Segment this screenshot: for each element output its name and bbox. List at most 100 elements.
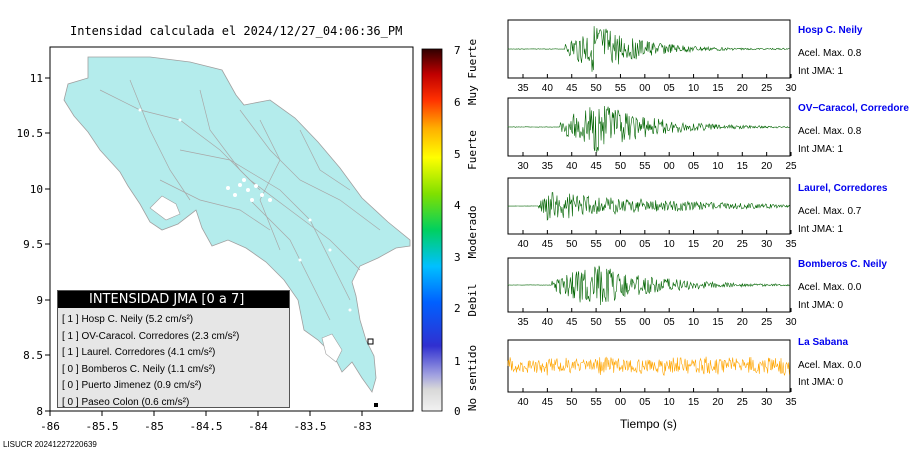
map-y-tick: 8.5 <box>23 349 43 362</box>
waveform-tick-label: 30 <box>761 397 773 408</box>
colorbar-categories: No sentido Debil Moderado Fuerte Muy Fue… <box>466 39 479 411</box>
legend-item: [ 0 ] Puerto Jimenez (0.9 cm/s²) <box>62 380 202 391</box>
map-x-tick: -84.5 <box>189 420 222 433</box>
waveform-tick-label: 05 <box>639 239 651 250</box>
colorbar-tick: 1 <box>454 355 461 368</box>
waveform-tick-label: 40 <box>542 83 554 94</box>
waveform-tick-label: 55 <box>591 397 603 408</box>
colorbar-tick: 4 <box>454 199 461 212</box>
map-x-tick: -86 <box>40 420 60 433</box>
waveform-tick-label: 55 <box>591 239 603 250</box>
waveform-tick-label: 00 <box>615 397 627 408</box>
waveform-tick-label: 55 <box>615 317 627 328</box>
colorbar-ticks: 0 1 2 3 4 5 6 7 <box>454 44 461 418</box>
gulf-shape <box>149 195 181 221</box>
map-y-tick: 10.5 <box>17 127 44 140</box>
waveform-tick-label: 20 <box>712 239 724 250</box>
intensity-legend: INTENSIDAD JMA [0 a 7] [ 1 ] Hosp C. Nei… <box>57 290 290 408</box>
waveform-tick-label: 15 <box>688 239 700 250</box>
station-name: La Sabana <box>798 337 849 348</box>
map-y-tick: 10 <box>30 183 43 196</box>
legend-item: [ 1 ] Hosp C. Neily (5.2 cm/s²) <box>62 314 194 325</box>
colorbar-tick: 3 <box>454 251 461 264</box>
waveform-tick-label: 25 <box>761 83 773 94</box>
map-y-tick: 9.5 <box>23 238 43 251</box>
map-x-tick: -84 <box>248 420 268 433</box>
waveform-tick-label: 35 <box>785 397 797 408</box>
colorbar-tick: 2 <box>454 302 461 315</box>
map-y-tick: 8 <box>36 405 43 418</box>
station-name: Laurel, Corredores <box>798 183 888 194</box>
station-marker <box>374 403 378 407</box>
waveform-tick-label: 05 <box>639 397 651 408</box>
station-acel: Acel. Max. 0.7 <box>798 206 862 217</box>
map-y-tick: 9 <box>36 294 43 307</box>
station-int: Int JMA: 1 <box>798 144 844 155</box>
time-axis-label: Tiempo (s) <box>620 417 677 431</box>
station-int: Int JMA: 1 <box>798 66 844 77</box>
waveform-tick-label: 20 <box>737 317 749 328</box>
map-x-tick: -85 <box>144 420 164 433</box>
station-int: Int JMA: 0 <box>798 377 844 388</box>
country-shape <box>63 56 411 393</box>
station-acel: Acel. Max. 0.0 <box>798 282 862 293</box>
waveform-tick-label: 10 <box>664 397 676 408</box>
waveform-tick-label: 40 <box>566 161 578 172</box>
waveform-tick-label: 00 <box>615 239 627 250</box>
waveform-tick-label: 25 <box>785 161 797 172</box>
waveform-tick-label: 35 <box>542 161 554 172</box>
waveform-panels: 35 40 45 50 55 00 05 10 15 20 25 30 30 35 40 45 50 55 00 05… <box>507 19 797 408</box>
city-dots <box>138 108 352 312</box>
waveform-tick-label: 35 <box>517 83 529 94</box>
waveform-tick-label: 45 <box>542 397 554 408</box>
waveform-tick-label: 30 <box>785 317 797 328</box>
waveform-tick-label: 45 <box>566 317 578 328</box>
waveform-trace <box>507 26 790 72</box>
waveform-tick-label: 25 <box>737 397 749 408</box>
waveform-tick-label: 05 <box>664 83 676 94</box>
footer-id: LISUCR 20241227220639 <box>3 440 97 449</box>
waveform-tick-label: 00 <box>664 161 676 172</box>
waveform-tick-label: 15 <box>737 161 749 172</box>
waveform-tick-label: 35 <box>517 317 529 328</box>
station-int: Int JMA: 0 <box>798 300 844 311</box>
waveform-tick-label: 10 <box>664 239 676 250</box>
colorbar-tick: 0 <box>454 405 461 418</box>
category-fuerte: Fuerte <box>466 130 479 170</box>
map-x-tick: -83.5 <box>293 420 326 433</box>
station-acel: Acel. Max. 0.0 <box>798 360 862 371</box>
waveform-trace <box>507 265 790 306</box>
category-muy-fuerte: Muy Fuerte <box>466 39 479 105</box>
station-int: Int JMA: 1 <box>798 224 844 235</box>
waveform-tick-label: 05 <box>664 317 676 328</box>
waveform-tick-label: 45 <box>566 83 578 94</box>
waveform-frame <box>507 339 791 393</box>
waveform-trace <box>507 356 790 376</box>
waveform-tick-label: 50 <box>591 317 603 328</box>
waveform-tick-label: 00 <box>639 317 651 328</box>
waveform-tick-label: 30 <box>517 161 529 172</box>
legend-item: [ 0 ] Paseo Colon (0.6 cm/s²) <box>62 396 190 408</box>
waveform-tick-label: 05 <box>688 161 700 172</box>
map-x-tick: -83 <box>352 420 372 433</box>
waveform-tick-label: 35 <box>785 239 797 250</box>
waveform-tick-label: 40 <box>517 239 529 250</box>
station-name: Hosp C. Neily <box>798 25 863 36</box>
map-x-tick: -85.5 <box>85 420 118 433</box>
waveform-tick-label: 40 <box>542 317 554 328</box>
legend-title: INTENSIDAD JMA [0 a 7] <box>58 291 289 308</box>
colorbar <box>421 48 443 412</box>
waveform-tick-label: 50 <box>591 83 603 94</box>
legend-list: [ 1 ] Hosp C. Neily (5.2 cm/s²) [ 1 ] OV… <box>62 312 289 411</box>
waveform-tick-label: 20 <box>712 397 724 408</box>
waveform-tick-label: 30 <box>761 239 773 250</box>
map-y-axis: 11 10.5 10 9.5 9 8.5 8 <box>17 72 50 418</box>
waveform-tick-label: 15 <box>712 83 724 94</box>
waveform-tick-label: 10 <box>688 83 700 94</box>
waveform-tick-label: 20 <box>737 83 749 94</box>
waveform-tick-label: 20 <box>761 161 773 172</box>
waveform-tick-label: 40 <box>517 397 529 408</box>
map-y-tick: 11 <box>30 72 43 85</box>
waveform-tick-label: 10 <box>688 317 700 328</box>
category-no-sentido: No sentido <box>466 345 479 411</box>
